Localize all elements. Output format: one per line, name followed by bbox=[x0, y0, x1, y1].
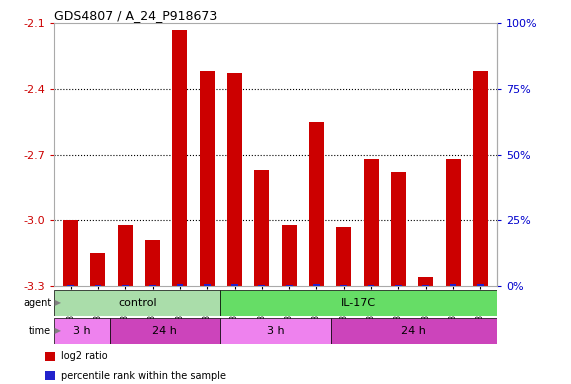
Bar bbox=[477, 284, 484, 286]
Bar bbox=[259, 285, 266, 286]
Bar bbox=[149, 285, 156, 286]
Bar bbox=[313, 285, 320, 286]
Bar bbox=[445, 159, 461, 286]
Bar bbox=[220, 290, 497, 316]
Bar bbox=[45, 371, 55, 380]
Bar bbox=[231, 284, 238, 286]
Text: IL-17C: IL-17C bbox=[341, 298, 376, 308]
Bar bbox=[286, 285, 292, 286]
Text: 3 h: 3 h bbox=[73, 326, 91, 336]
Bar bbox=[391, 172, 406, 286]
Bar bbox=[54, 290, 220, 316]
Bar bbox=[364, 159, 379, 286]
Bar bbox=[118, 225, 133, 286]
Text: control: control bbox=[118, 298, 156, 308]
Bar bbox=[220, 318, 331, 344]
Bar bbox=[336, 227, 351, 286]
Bar bbox=[340, 285, 347, 286]
Text: 3 h: 3 h bbox=[267, 326, 284, 336]
Text: time: time bbox=[29, 326, 51, 336]
Bar bbox=[110, 318, 220, 344]
Bar bbox=[368, 285, 375, 286]
Text: percentile rank within the sample: percentile rank within the sample bbox=[61, 371, 226, 381]
Bar bbox=[145, 240, 160, 286]
Bar bbox=[122, 285, 128, 286]
Text: GDS4807 / A_24_P918673: GDS4807 / A_24_P918673 bbox=[54, 9, 218, 22]
Bar bbox=[418, 277, 433, 286]
Bar bbox=[395, 285, 402, 286]
Bar bbox=[200, 71, 215, 286]
Bar bbox=[63, 220, 78, 286]
Text: agent: agent bbox=[23, 298, 51, 308]
Text: 24 h: 24 h bbox=[152, 326, 178, 336]
Bar bbox=[331, 318, 497, 344]
Bar bbox=[45, 352, 55, 361]
Bar bbox=[172, 30, 187, 286]
Bar bbox=[90, 253, 106, 286]
Bar bbox=[67, 285, 74, 286]
Bar bbox=[309, 122, 324, 286]
Bar bbox=[227, 73, 242, 286]
Text: log2 ratio: log2 ratio bbox=[61, 351, 107, 361]
Bar bbox=[282, 225, 297, 286]
Text: ▶: ▶ bbox=[52, 326, 61, 335]
Bar bbox=[95, 285, 101, 286]
Bar bbox=[54, 318, 110, 344]
Text: ▶: ▶ bbox=[52, 298, 61, 307]
Bar bbox=[473, 71, 488, 286]
Bar bbox=[204, 284, 211, 286]
Text: 24 h: 24 h bbox=[401, 326, 426, 336]
Bar bbox=[176, 284, 183, 286]
Bar bbox=[450, 285, 456, 286]
Bar bbox=[423, 285, 429, 286]
Bar bbox=[254, 170, 270, 286]
